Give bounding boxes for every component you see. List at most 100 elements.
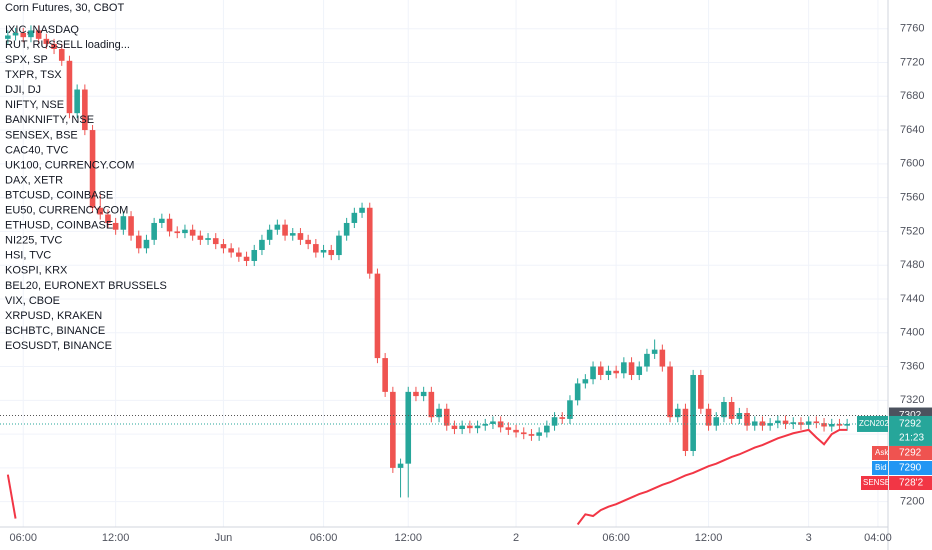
symbol-label: SENSEX, BSE xyxy=(5,129,78,141)
overlay-line xyxy=(576,428,848,526)
chart-title: Corn Futures, 30, CBOT xyxy=(5,2,124,14)
candle-body xyxy=(112,222,119,230)
candle-body xyxy=(674,408,681,418)
candle-body xyxy=(490,421,496,424)
symbol-label: BTCUSD, COINBASE xyxy=(5,189,113,201)
candle-body xyxy=(12,32,19,36)
candle-body xyxy=(20,32,27,38)
symbol-label: UK100, CURRENCY.COM xyxy=(5,159,134,171)
candle-body xyxy=(374,273,381,359)
crosshair-value: 7302 xyxy=(899,410,922,421)
quote-value: 7292 xyxy=(899,448,922,459)
candle-body xyxy=(320,249,327,253)
symbol-label: SPX, SP xyxy=(5,54,48,66)
candle-body xyxy=(836,423,843,426)
candle-body xyxy=(813,421,820,424)
candle-body xyxy=(366,207,373,274)
candle-body xyxy=(597,366,604,375)
symbol-label: HSI, TVC xyxy=(5,250,51,262)
candle-body xyxy=(336,235,342,256)
symbol-label: KOSPI, KRX xyxy=(5,265,68,277)
y-tick-label: 7200 xyxy=(900,496,924,508)
candle-body xyxy=(428,391,435,418)
candle-body xyxy=(467,425,473,429)
candle-body xyxy=(513,429,519,433)
x-tick-label: 06:00 xyxy=(9,532,37,544)
candle-body xyxy=(667,366,673,418)
candle-body xyxy=(651,349,658,354)
candle-body xyxy=(536,432,542,436)
symbol-label: BEL20, EURONEXT BRUSSELS xyxy=(5,280,167,292)
candle-body xyxy=(289,233,296,236)
x-tick-label: 06:00 xyxy=(310,532,338,544)
last-price-box xyxy=(889,415,932,446)
symbol-label: NIFTY, NSE xyxy=(5,99,64,111)
y-tick-label: 7400 xyxy=(900,327,924,339)
quote-value-box xyxy=(889,446,932,460)
candle-body xyxy=(420,391,427,397)
candle-body xyxy=(351,212,358,223)
series-name-box xyxy=(861,476,888,490)
candle-body xyxy=(282,224,288,236)
x-tick-label: 06:00 xyxy=(602,532,630,544)
quote-name-box xyxy=(872,461,888,475)
candle-body xyxy=(359,207,365,213)
symbol-label: BCHBTC, BINANCE xyxy=(5,325,105,337)
y-tick-label: 7760 xyxy=(900,23,924,35)
candle-body xyxy=(443,408,450,426)
candle-body xyxy=(721,402,727,418)
candle-body xyxy=(343,222,350,236)
candle-body xyxy=(74,89,80,114)
candle-body xyxy=(174,231,181,234)
x-tick-label: 3 xyxy=(806,532,812,544)
candle-body xyxy=(544,425,550,433)
y-tick-label: 7600 xyxy=(900,158,924,170)
candle-body xyxy=(751,421,758,426)
candle-body xyxy=(775,420,781,424)
candle-body xyxy=(405,391,412,464)
quote-value: 7290 xyxy=(899,463,922,474)
candle-body xyxy=(628,362,635,375)
candle-body xyxy=(436,408,442,418)
symbol-label: EOSUSDT, BINANCE xyxy=(5,340,112,352)
candle-body xyxy=(105,214,111,223)
candle-body xyxy=(328,249,335,256)
candle-body xyxy=(505,427,512,430)
plot xyxy=(0,25,888,526)
candle-body xyxy=(313,244,319,253)
symbol-label: VIX, CBOE xyxy=(5,295,60,307)
candle-body xyxy=(397,463,404,468)
candle-body xyxy=(474,425,481,429)
series-last-label: 728'2 xyxy=(899,478,924,489)
candle-body xyxy=(713,417,720,426)
symbol-label: EU50, CURRENCY.COM xyxy=(5,205,128,217)
candle-body xyxy=(828,423,835,427)
candle-body xyxy=(28,30,34,38)
y-tick-label: 7320 xyxy=(900,394,924,406)
candle-body xyxy=(790,422,797,424)
candle-body xyxy=(590,366,596,380)
candle-body xyxy=(736,412,743,419)
quote-name: Ask xyxy=(875,448,889,457)
candle-body xyxy=(621,362,627,374)
candle-body xyxy=(243,256,250,261)
candle-body xyxy=(5,35,11,39)
y-tick-label: 7560 xyxy=(900,192,924,204)
candle-body xyxy=(305,239,311,245)
candle-body xyxy=(574,383,581,401)
candle-body xyxy=(459,425,465,430)
candle-body xyxy=(274,224,281,230)
y-tick-label: 7680 xyxy=(900,90,924,102)
symbol-label: ETHUSD, COINBASE xyxy=(5,220,113,232)
candle-body xyxy=(251,249,258,261)
y-tick-label: 7360 xyxy=(900,360,924,372)
symbol-label: BANKNIFTY, NSE xyxy=(5,114,94,126)
x-tick-label: 12:00 xyxy=(695,532,723,544)
quote-name-box xyxy=(872,446,888,460)
candle-body xyxy=(58,48,65,61)
x-tick-label: 12:00 xyxy=(102,532,130,544)
symbol-label: DAX, XETR xyxy=(5,174,63,186)
symbol-box xyxy=(857,415,888,432)
candle-body xyxy=(205,238,211,240)
